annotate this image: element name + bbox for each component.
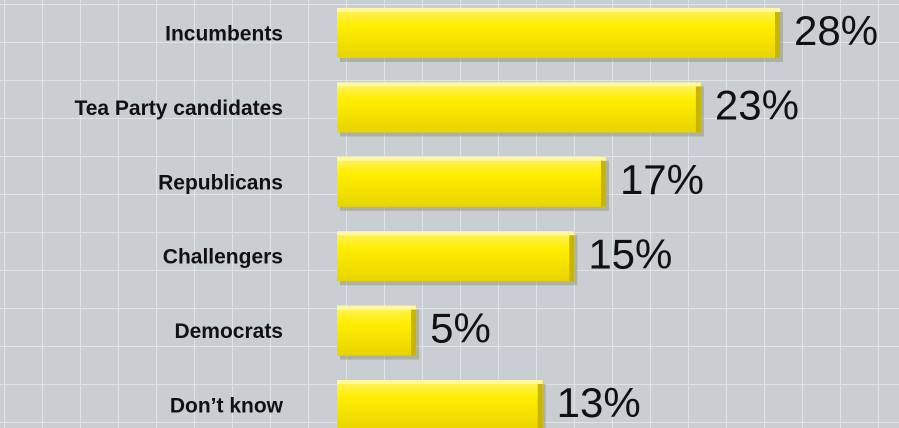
category-label: Tea Party candidates — [74, 97, 283, 120]
value-label: 28% — [794, 7, 878, 54]
bar — [337, 156, 606, 207]
bar — [337, 231, 575, 282]
bar-top — [337, 305, 417, 310]
bar-top — [337, 8, 780, 12]
bar — [337, 380, 543, 428]
value-label: 5% — [430, 305, 491, 352]
category-label: Challengers — [163, 246, 283, 269]
category-label: Republicans — [158, 171, 283, 194]
bar-top — [337, 82, 701, 87]
bar-top — [337, 380, 543, 384]
bar — [337, 8, 780, 58]
bar-edge — [775, 8, 780, 58]
value-label: 13% — [557, 379, 641, 426]
value-label: 17% — [620, 156, 704, 203]
bar-top — [337, 156, 606, 161]
bar — [337, 82, 701, 133]
bar-edge — [600, 156, 606, 207]
value-label: 15% — [588, 230, 672, 277]
bar-edge — [537, 380, 543, 428]
bar-edge — [569, 231, 575, 282]
category-label: Don’t know — [170, 395, 284, 418]
category-label: Incumbents — [165, 23, 283, 46]
bar-edge — [695, 82, 701, 133]
category-label: Democrats — [174, 320, 283, 343]
bar-edge — [411, 305, 417, 356]
bar-top — [337, 231, 575, 236]
bar — [337, 305, 417, 356]
value-label: 23% — [715, 81, 799, 128]
